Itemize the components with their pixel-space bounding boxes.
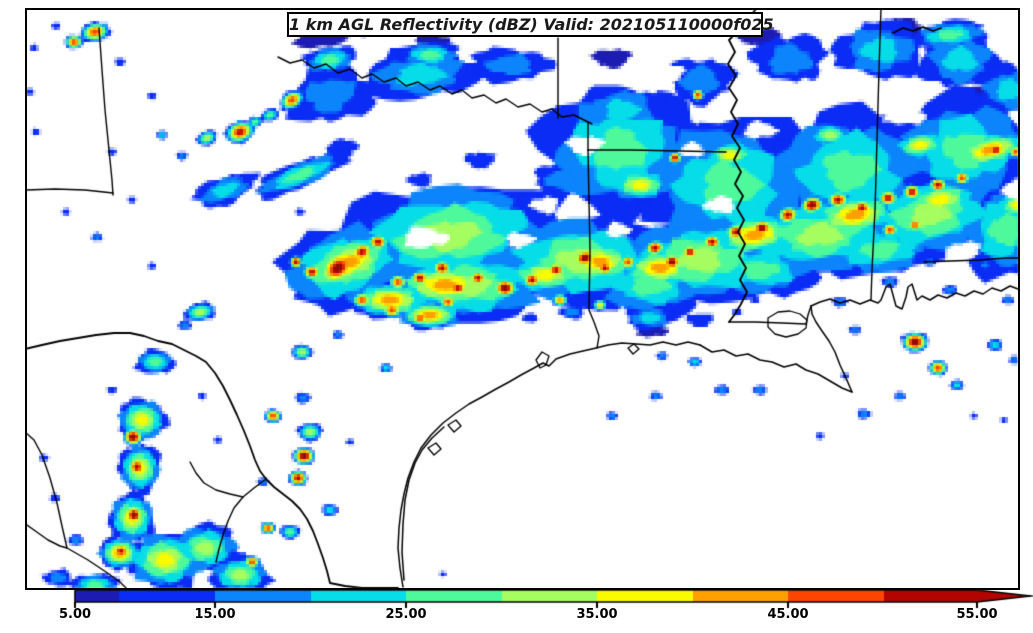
colorbar-tick-label: 55.00	[956, 607, 998, 622]
colorbar-tick-label: 45.00	[767, 607, 809, 622]
colorbar-tick-label: 35.00	[576, 607, 618, 622]
colorbar-tick-label: 5.00	[58, 607, 92, 622]
plot-title: 1 km AGL Reflectivity (dBZ) Valid: 20210…	[287, 12, 774, 37]
colorbar-tick-label: 25.00	[385, 607, 427, 622]
colorbar-tick-label: 15.00	[194, 607, 236, 622]
